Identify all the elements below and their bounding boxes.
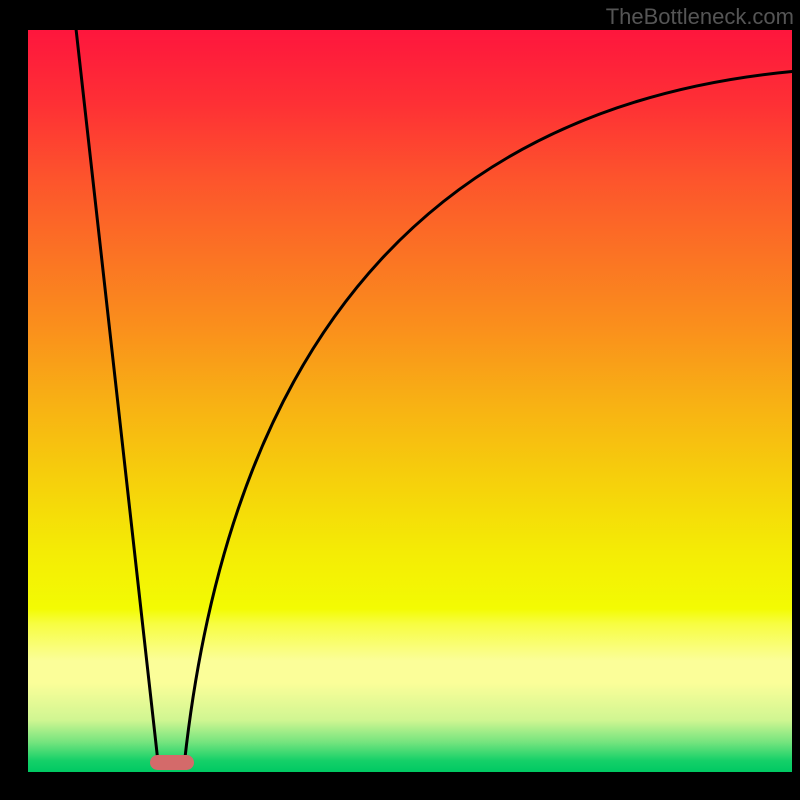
- plot-area: [28, 30, 792, 772]
- chart-container: TheBottleneck.com: [0, 0, 800, 800]
- attribution-text: TheBottleneck.com: [606, 4, 794, 30]
- minimum-marker: [150, 755, 194, 770]
- curve-overlay: [28, 30, 792, 772]
